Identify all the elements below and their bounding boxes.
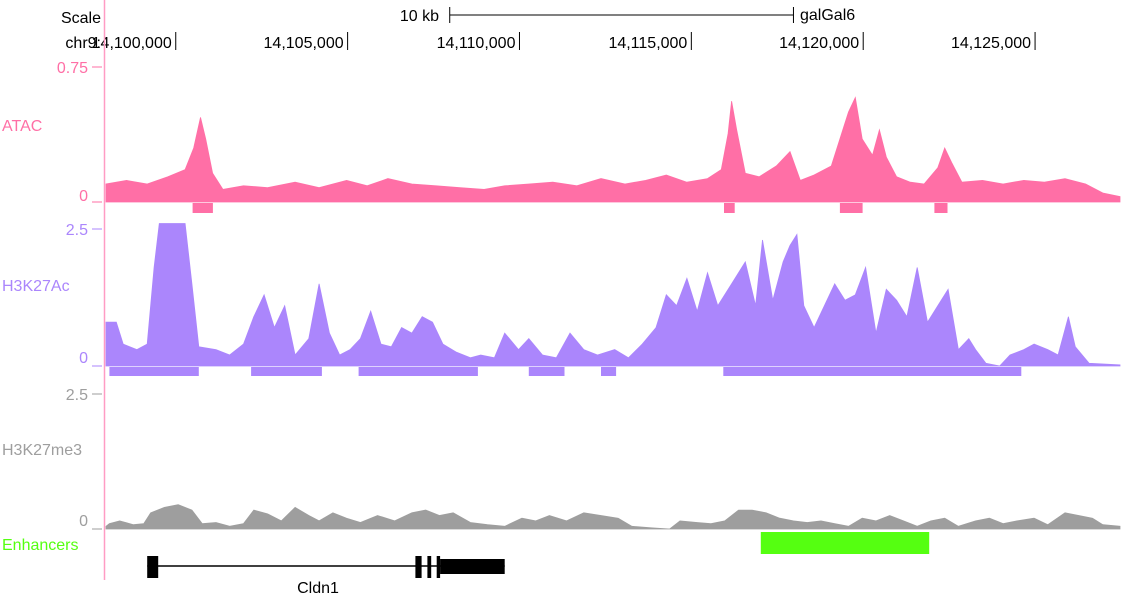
h3k27me3-track-label: H3K27me3 <box>2 442 82 459</box>
gene-exon-4 <box>440 559 505 574</box>
h3k27me3-signal-area <box>105 504 1121 530</box>
h3k27ac-track-label: H3K27Ac <box>2 278 70 295</box>
scale-label: Scale <box>61 10 101 27</box>
enhancers-track[interactable]: Enhancers <box>2 532 930 554</box>
gene-exon-1 <box>415 556 422 578</box>
h3k27me3-track[interactable]: H3K27me3 2.5 0 <box>2 387 1121 530</box>
h3k27ac-peak-calls <box>109 367 1022 376</box>
h3k27ac-ymax-label: 2.5 <box>66 222 88 239</box>
gene-name-label: Cldn1 <box>297 580 339 597</box>
chromosome-label: chr9: <box>65 35 101 52</box>
h3k27me3-ymin-label: 0 <box>79 513 88 530</box>
gene-model-cldn1[interactable] <box>147 556 505 578</box>
scale-bar-label: 10 kb <box>400 8 439 25</box>
gene-track[interactable]: Cldn1 <box>147 556 505 597</box>
atac-track-label: ATAC <box>2 118 42 135</box>
h3k27ac-peak-3 <box>528 367 565 376</box>
position-tick-label-5: 14,125,000 <box>951 35 1031 52</box>
position-tick-label-3: 14,115,000 <box>608 35 687 52</box>
h3k27ac-peak-1 <box>251 367 322 376</box>
h3k27ac-peak-5 <box>723 367 1022 376</box>
atac-peak-0 <box>192 203 213 213</box>
h3k27ac-peak-0 <box>109 367 199 376</box>
h3k27ac-track[interactable]: H3K27Ac 2.5 0 <box>2 222 1121 376</box>
scale-bar <box>449 7 794 23</box>
h3k27me3-ymax-label: 2.5 <box>66 387 88 404</box>
gene-exon-3 <box>436 556 441 578</box>
position-tick-label-1: 14,105,000 <box>264 35 344 52</box>
atac-ymax-label: 0.75 <box>57 60 88 77</box>
atac-peak-1 <box>724 203 735 213</box>
assembly-label: galGal6 <box>800 7 855 24</box>
atac-signal-area <box>105 96 1121 203</box>
enhancer-region-0 <box>760 532 930 554</box>
atac-peak-calls <box>192 203 948 213</box>
h3k27ac-ymin-label: 0 <box>79 350 88 367</box>
position-tick-label-4: 14,120,000 <box>779 35 859 52</box>
position-tick-label-2: 14,110,000 <box>437 35 516 52</box>
atac-peak-3 <box>934 203 948 213</box>
ruler: Scale 10 kb galGal6 chr9: 14,100,000 14,1… <box>61 7 1036 52</box>
atac-ymin-label: 0 <box>79 188 88 205</box>
h3k27ac-signal-area <box>105 223 1121 367</box>
gene-exon-0 <box>147 556 159 578</box>
position-tick-label-0: 14,100,000 <box>92 35 172 52</box>
h3k27ac-peak-2 <box>358 367 478 376</box>
position-ticks: 14,100,000 14,105,000 14,110,000 14,115,000… <box>92 32 1036 52</box>
h3k27ac-peak-4 <box>601 367 617 376</box>
enhancers-track-label: Enhancers <box>2 537 79 554</box>
gene-exon-2 <box>427 556 432 578</box>
enhancer-regions <box>760 532 930 554</box>
atac-peak-2 <box>839 203 863 213</box>
atac-track[interactable]: ATAC 0.75 0 <box>2 60 1121 213</box>
